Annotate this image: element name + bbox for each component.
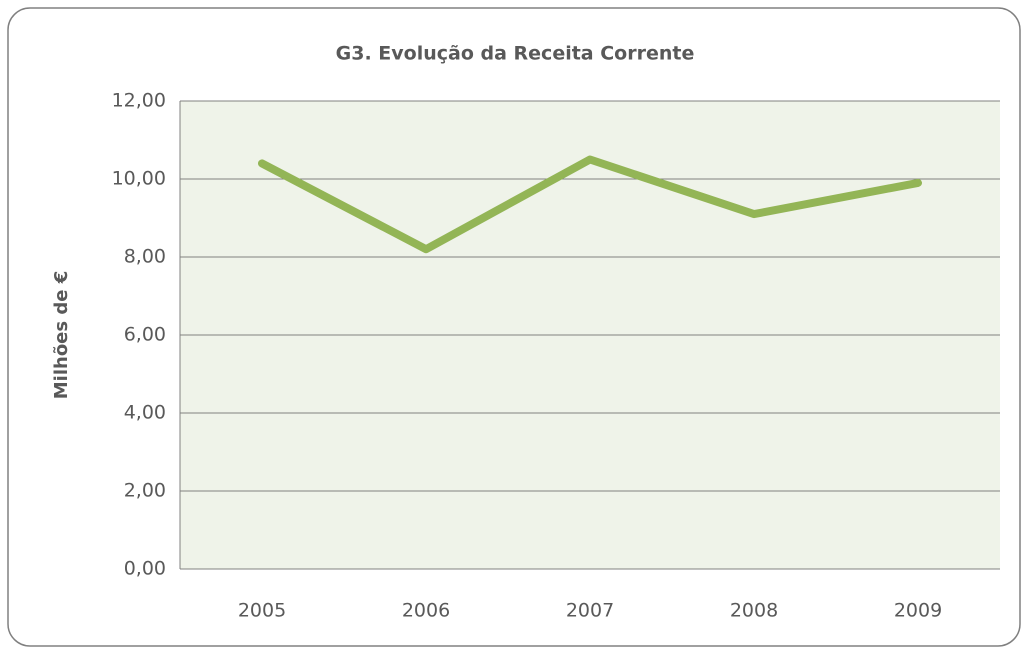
y-tick-label: 0,00	[124, 558, 166, 580]
x-tick-label: 2006	[402, 600, 450, 622]
data-line	[258, 155, 922, 254]
x-tick-label: 2005	[238, 600, 286, 622]
y-tick-label: 2,00	[124, 480, 166, 502]
y-tick-label: 8,00	[124, 246, 166, 268]
y-tick-label: 12,00	[112, 90, 166, 112]
chart-title: G3. Evolução da Receita Corrente	[336, 43, 695, 65]
x-tick-label: 2007	[566, 600, 614, 622]
y-tick-label: 10,00	[112, 168, 166, 190]
x-tick-label: 2009	[894, 600, 942, 622]
x-tick-label: 2008	[730, 600, 778, 622]
y-tick-label: 6,00	[124, 324, 166, 346]
y-tick-label: 4,00	[124, 402, 166, 424]
y-axis-label: Milhões de €	[51, 271, 72, 400]
